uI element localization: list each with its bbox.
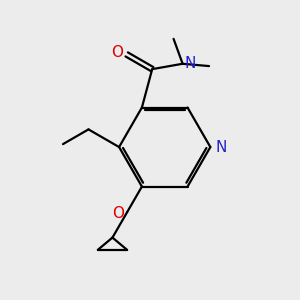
Text: O: O xyxy=(111,45,123,60)
Text: N: N xyxy=(184,56,196,71)
Text: O: O xyxy=(112,206,124,221)
Text: N: N xyxy=(216,140,227,154)
